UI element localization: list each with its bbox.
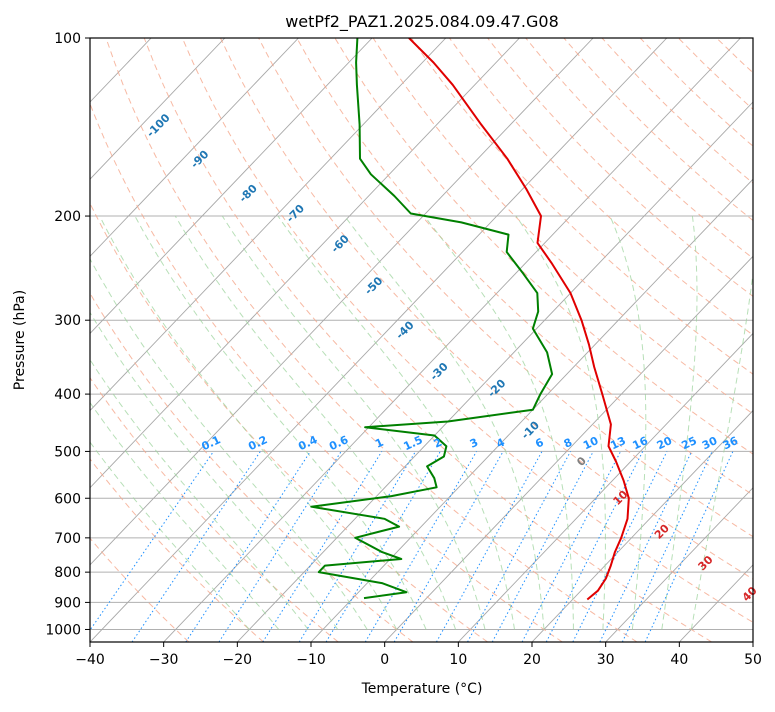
y-tick-label: 300	[54, 313, 81, 329]
y-tick-label: 700	[54, 531, 81, 547]
x-tick-label: 20	[523, 652, 541, 668]
y-tick-label: 600	[54, 491, 81, 507]
x-tick-label: 50	[744, 652, 762, 668]
y-axis-label: Pressure (hPa)	[12, 290, 28, 390]
y-tick-label: 900	[54, 595, 81, 611]
x-tick-label: 30	[597, 652, 615, 668]
y-tick-label: 100	[54, 31, 81, 47]
x-tick-label: 0	[380, 652, 389, 668]
x-tick-label: −10	[296, 652, 326, 668]
x-tick-label: 10	[449, 652, 467, 668]
y-tick-label: 1000	[45, 622, 81, 638]
x-tick-label: −30	[149, 652, 179, 668]
chart-title: wetPf2_PAZ1.2025.084.09.47.G08	[285, 12, 559, 32]
y-tick-label: 200	[54, 209, 81, 225]
x-tick-label: 40	[670, 652, 688, 668]
y-tick-label: 800	[54, 565, 81, 581]
y-tick-label: 500	[54, 444, 81, 460]
y-tick-label: 400	[54, 387, 81, 403]
x-tick-label: −20	[223, 652, 253, 668]
x-tick-label: −40	[75, 652, 105, 668]
x-axis-label: Temperature (°C)	[361, 681, 483, 697]
